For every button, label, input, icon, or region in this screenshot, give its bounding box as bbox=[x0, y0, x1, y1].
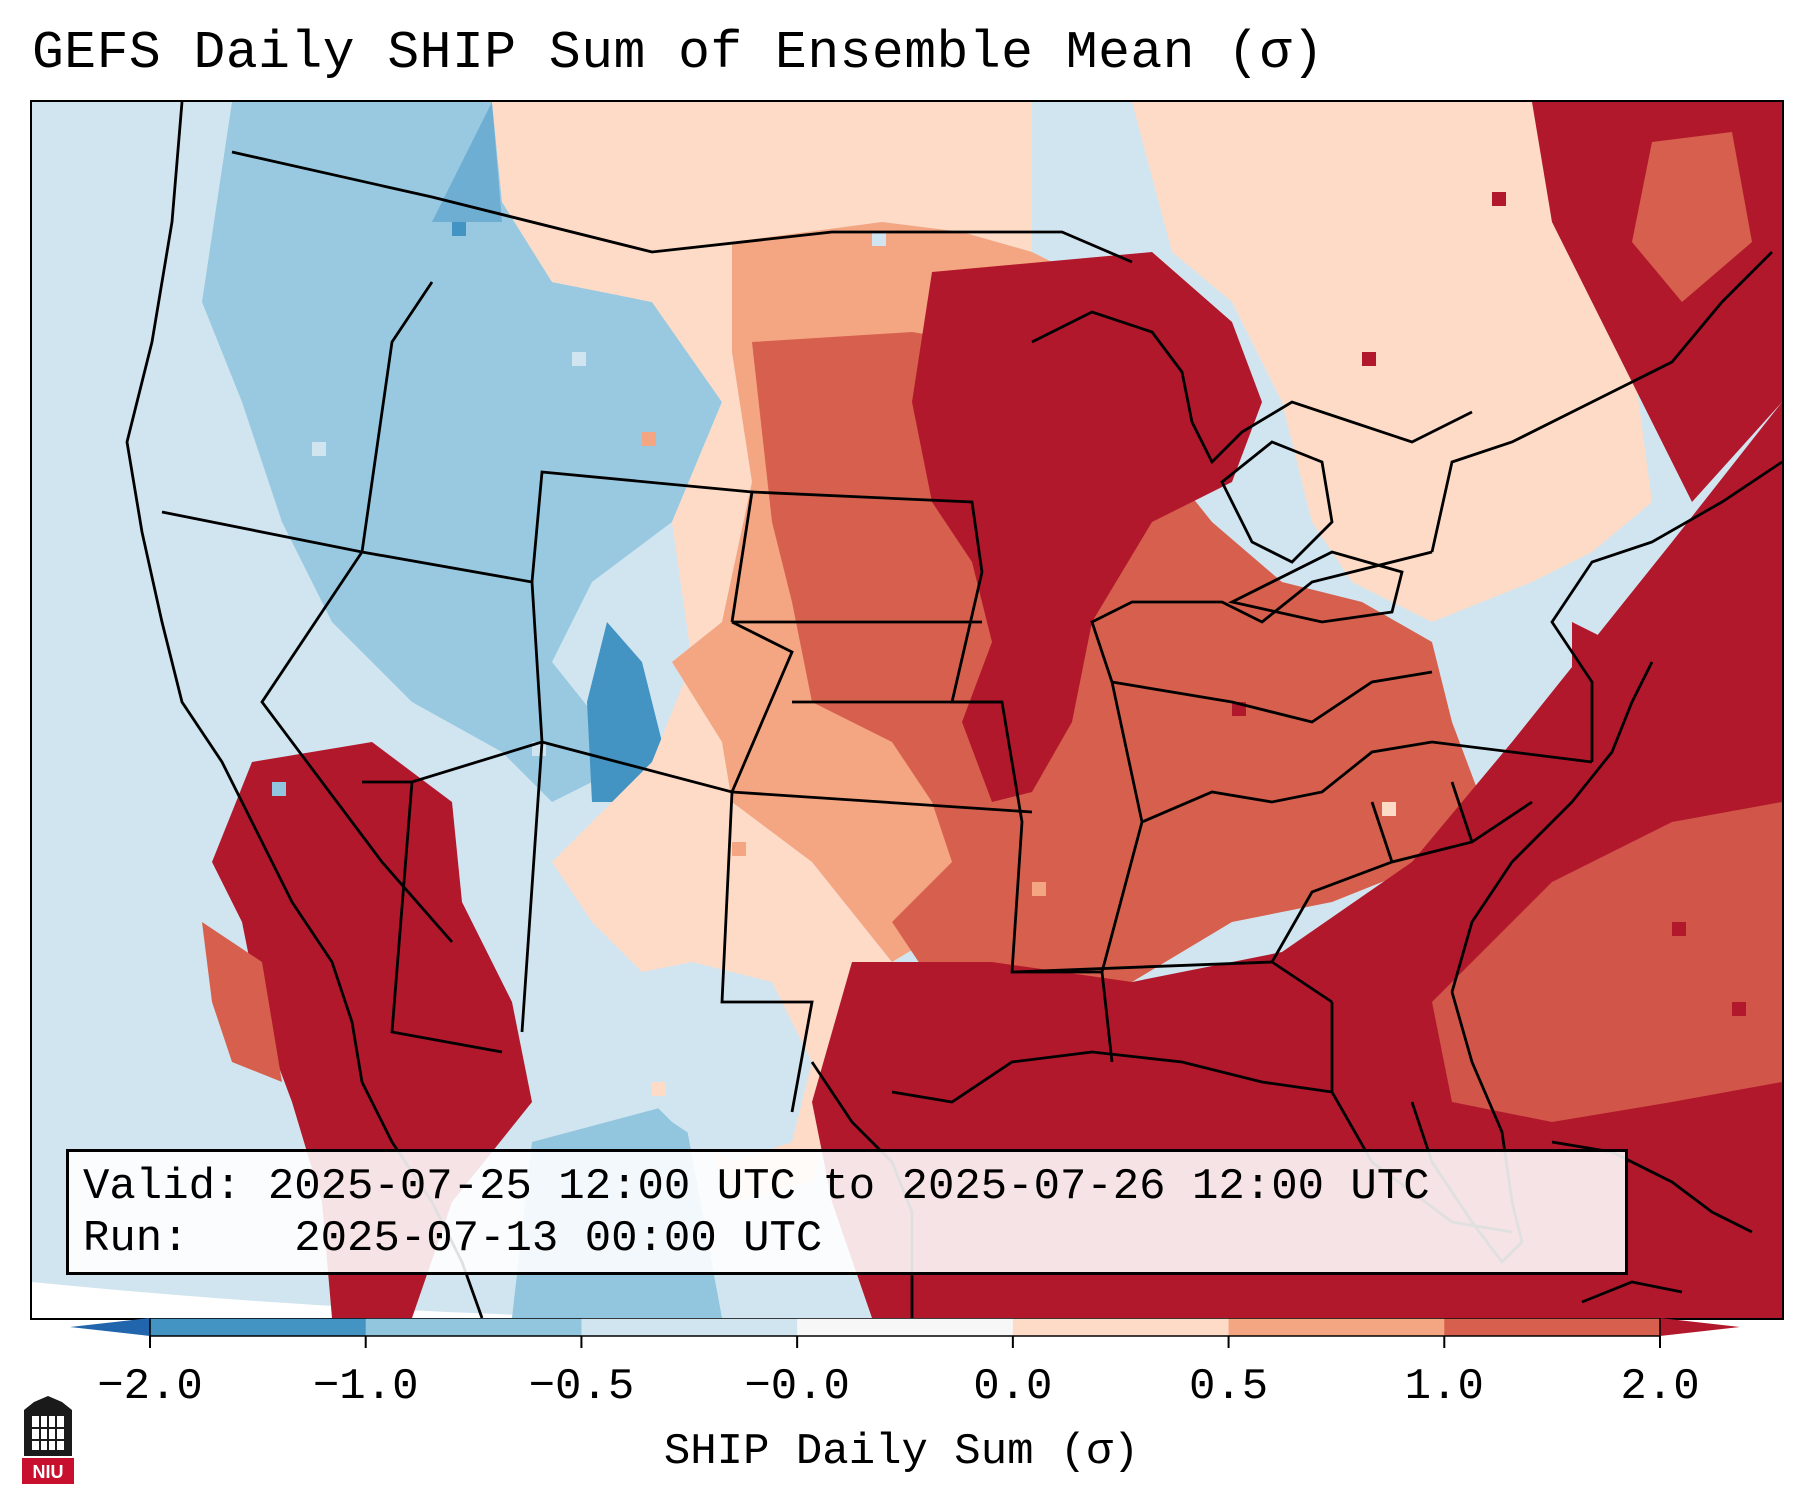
colorbar-tick-label: 0.0 bbox=[973, 1362, 1053, 1412]
colorbar-bin bbox=[1444, 1318, 1661, 1336]
map-panel bbox=[30, 100, 1784, 1320]
colorbar-tick-label: −0.5 bbox=[528, 1362, 635, 1412]
logo-text: NIU bbox=[33, 1462, 64, 1482]
ship-anomaly-map bbox=[32, 102, 1782, 1318]
colorbar-tick-label: −2.0 bbox=[97, 1362, 203, 1412]
run-label: Run: bbox=[83, 1214, 189, 1264]
colorbar-tick-label: −1.0 bbox=[312, 1362, 419, 1412]
run-value: 2025-07-13 00:00 UTC bbox=[294, 1214, 823, 1264]
baja-above bbox=[202, 922, 282, 1082]
colorbar-bin bbox=[1012, 1318, 1230, 1336]
map-title: GEFS Daily SHIP Sum of Ensemble Mean (σ) bbox=[32, 23, 1325, 83]
colorbar-bin bbox=[1228, 1318, 1445, 1336]
texas-below-normal bbox=[592, 962, 812, 1162]
grid-cells bbox=[272, 192, 1746, 1096]
northeast-slightly-above bbox=[1132, 102, 1652, 622]
logo-badge bbox=[22, 1458, 74, 1484]
colorbar-over-arrow bbox=[1660, 1318, 1740, 1336]
run-row: Run: 2025-07-13 00:00 UTC bbox=[83, 1214, 822, 1264]
niu-logo: NIU bbox=[22, 1396, 74, 1484]
colorbar-tick-label: 0.5 bbox=[1188, 1362, 1269, 1412]
valid-label: Valid: bbox=[83, 1162, 242, 1212]
colorbar-tick-label: 2.0 bbox=[1620, 1362, 1700, 1412]
nw-below-normal bbox=[202, 102, 722, 802]
colorbar-label: SHIP Daily Sum (σ) bbox=[663, 1427, 1140, 1477]
colorbar-tick-label: −0.0 bbox=[744, 1362, 850, 1412]
maritimes-above bbox=[1632, 132, 1752, 302]
colorbar-bin bbox=[797, 1318, 1014, 1336]
valid-row: Valid: 2025-07-25 12:00 UTC to 2025-07-2… bbox=[83, 1162, 1430, 1212]
nw-core bbox=[432, 102, 502, 222]
projection-edge bbox=[32, 1282, 632, 1318]
colorado-core bbox=[587, 622, 662, 802]
valid-value: 2025-07-25 12:00 UTC to 2025-07-26 12:00… bbox=[267, 1162, 1430, 1212]
colorbar-bin bbox=[150, 1318, 367, 1336]
colorbar-bin bbox=[581, 1318, 798, 1336]
colorbar-under-arrow bbox=[70, 1318, 150, 1336]
colorbar-bin bbox=[365, 1318, 582, 1336]
colorbar-tick-label: 1.0 bbox=[1404, 1362, 1484, 1412]
atlantic-above bbox=[1432, 802, 1782, 1122]
boundaries bbox=[125, 102, 1782, 1318]
plains-slightly-above bbox=[492, 102, 1032, 1202]
colorbar bbox=[70, 1318, 1740, 1348]
valid-time-box: Valid: 2025-07-25 12:00 UTC to 2025-07-2… bbox=[66, 1149, 1628, 1275]
